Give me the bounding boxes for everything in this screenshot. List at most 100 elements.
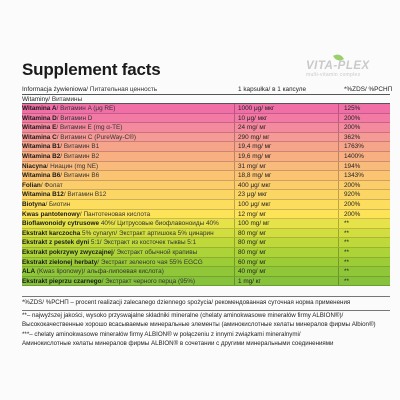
nutrient-name-pl: Ekstrakt zielonej herbaty [22, 258, 98, 266]
info-label: Informacja żywieniowa/ Питательная ценно… [22, 85, 234, 95]
nutrient-pct: 1400% [344, 152, 364, 160]
table-row: Niacyna/ Ниацин (mg NE) 31 mg/ мг 194% [22, 161, 390, 172]
nutrient-name-pl: Bioflawonoidy cytrusowe [22, 220, 100, 228]
table-row: Ekstrakt pokrzywy zwyczajnej/ Экстракт о… [22, 247, 390, 258]
footer-divider [22, 296, 390, 297]
serving-label-ru: в 1 капсуле [272, 86, 307, 93]
nutrient-name-pl: Niacyna [22, 162, 47, 170]
column-separator [234, 171, 235, 180]
column-separator [234, 190, 235, 199]
nutrient-pct: ** [344, 277, 349, 285]
table-row: Witamina D/ Витамин D 10 μg/ мкг 200% [22, 113, 390, 124]
table-row: Witamina B2/ Витамин B2 19,6 mg/ мг 1400% [22, 151, 390, 162]
nutrient-pct: 1343% [344, 172, 364, 180]
table-row: Witamina B12/ Витамин B12 23 μg/ мкг 920% [22, 190, 390, 200]
nutrient-pct: ** [344, 248, 349, 256]
column-separator [338, 238, 339, 247]
footer-divider [22, 310, 390, 311]
column-separator [338, 276, 339, 286]
footnote-3: Высококачественные хорошо всасываемые ми… [22, 321, 376, 328]
info-label-pl: Informacja żywieniowa/ [22, 86, 89, 93]
column-separator [234, 132, 235, 142]
column-separator [338, 190, 339, 199]
nutrient-name: Folian/ Фолат [22, 181, 234, 191]
table-row: ALA (Kwas liponowy)/ альфа-липоевая кисл… [22, 267, 390, 277]
column-separator [234, 219, 235, 228]
nutrient-name-pl: ALA [22, 268, 36, 276]
nutrient-pct: ** [344, 258, 349, 266]
nutrient-name-pl: Witamina B2 [22, 152, 61, 160]
column-separator [338, 199, 339, 209]
vitamins-header-row: Witaminy/ Витамины [22, 95, 390, 104]
nutrient-amount: 31 mg/ мг [238, 162, 267, 170]
nutrient-name-ru: / Ниацин (mg NE) [46, 162, 99, 170]
footnote-5: Аминокислотные хелаты минералов фирмы AL… [22, 340, 334, 347]
facts-table: Informacja żywieniowa/ Питательная ценно… [22, 85, 392, 287]
column-separator [234, 238, 235, 247]
column-separator [234, 276, 235, 286]
table-row: Witamina A/ Витамин A (μg RE) 1000 μg/ мк… [22, 104, 390, 114]
nutrient-name-pl: Witamina B12 [22, 191, 64, 199]
table-header-row: Informacja żywieniowa/ Питательная ценно… [22, 85, 392, 95]
column-separator [338, 151, 339, 161]
nutrient-name-pl: Witamina B6 [22, 172, 61, 180]
nutrient-amount: 1 mg/ кг [238, 277, 261, 285]
nutrient-name-ru: 5:1/ Экстракт из косточек тыквы 5:1 [89, 239, 197, 247]
logo-sub-text: multi-vitamin complex [306, 72, 361, 78]
column-separator [338, 104, 339, 113]
nutrient-name: Ekstrakt z pestek dyni 5:1/ Экстракт из … [22, 238, 234, 248]
nutrient-name-ru: / Витамин E (mg α-TE) [56, 124, 123, 132]
nutrient-name-pl: Ekstrakt pokrzywy zwyczajnej [22, 248, 113, 256]
column-separator [338, 247, 339, 257]
serving-label: 1 kapsułka/ в 1 капсуле [238, 85, 336, 95]
nutrient-pct: 200% [344, 181, 361, 189]
nutrient-amount: 400 μg/ мкг [238, 181, 271, 189]
nutrient-pct: 920% [344, 191, 361, 199]
column-separator [234, 151, 235, 161]
nutrient-name: Bioflawonoidy cytrusowe 40%/ Цитрусовые … [22, 219, 234, 229]
table-row: Biotyna/ Биотин 100 μg/ мкг 200% [22, 199, 390, 210]
nutrient-name-pl: Witamina D [22, 114, 57, 122]
nutrient-name: Ekstrakt pokrzywy zwyczajnej/ Экстракт о… [22, 248, 234, 258]
footnote-4: ***– chelaty aminokwasowe minerałów firm… [22, 331, 301, 338]
column-separator [338, 267, 339, 276]
nutrient-amount: 80 mg/ мг [238, 239, 267, 247]
nutrient-name-ru: / Экстракт обычной крапивы [112, 248, 198, 256]
nutrient-name: Witamina D/ Витамин D [22, 114, 234, 124]
column-separator [338, 209, 339, 219]
column-separator [338, 171, 339, 180]
nutrient-name-pl: Witamina C [22, 133, 57, 141]
column-separator [338, 180, 339, 190]
nutrient-amount: 23 μg/ мкг [238, 191, 268, 199]
nutrient-pct: 194% [344, 162, 361, 170]
column-separator [338, 228, 339, 238]
column-separator [338, 113, 339, 123]
column-separator [234, 142, 235, 151]
nutrient-amount: 19,4 mg/ мг [238, 143, 272, 151]
table-row: Witamina C/ Витамин C (PureWay-C®) 290 mg… [22, 132, 390, 143]
brand-logo: VITA-PLEX multi-vitamin complex [306, 52, 386, 82]
nutrient-name-ru: / Витамин B6 [60, 172, 100, 180]
nutrient-pct: ** [344, 268, 349, 276]
column-separator [234, 267, 235, 276]
nutrient-amount: 40 mg/ мг [238, 268, 267, 276]
nutrient-amount: 18,8 mg/ мг [238, 172, 272, 180]
nutrient-name: ALA (Kwas liponowy)/ альфа-липоевая кисл… [22, 267, 234, 277]
nutrient-name-pl: Biotyna [22, 200, 46, 208]
nutrient-amount: 19,6 mg/ мг [238, 152, 272, 160]
table-row: Ekstrakt karczocha 5% cynaryn/ Экстракт … [22, 228, 390, 239]
footnote-1: *%ZDS/ %РСНП – procent realizacji zaleca… [22, 299, 351, 306]
nutrient-name-ru: / Витамин B12 [63, 191, 107, 199]
column-separator [234, 161, 235, 171]
table-row: Witamina E/ Витамин E (mg α-TE) 24 mg/ мг… [22, 123, 390, 133]
vitamins-label-pl: Witaminy/ [22, 96, 51, 103]
column-separator [234, 247, 235, 257]
nutrient-amount: 80 mg/ мг [238, 229, 267, 237]
nutrient-pct: ** [344, 220, 349, 228]
serving-label-pl: 1 kapsułka/ [238, 86, 271, 93]
nutrient-name-pl: Ekstrakt z pestek dyni [22, 239, 90, 247]
nutrient-name-pl: Witamina A [22, 105, 57, 112]
nutrient-name-pl: Ekstrakt karczocha [22, 229, 81, 237]
nutrient-name-ru: / Экстракт черного перца (95%) [101, 277, 196, 285]
nutrient-pct: 200% [344, 200, 361, 208]
